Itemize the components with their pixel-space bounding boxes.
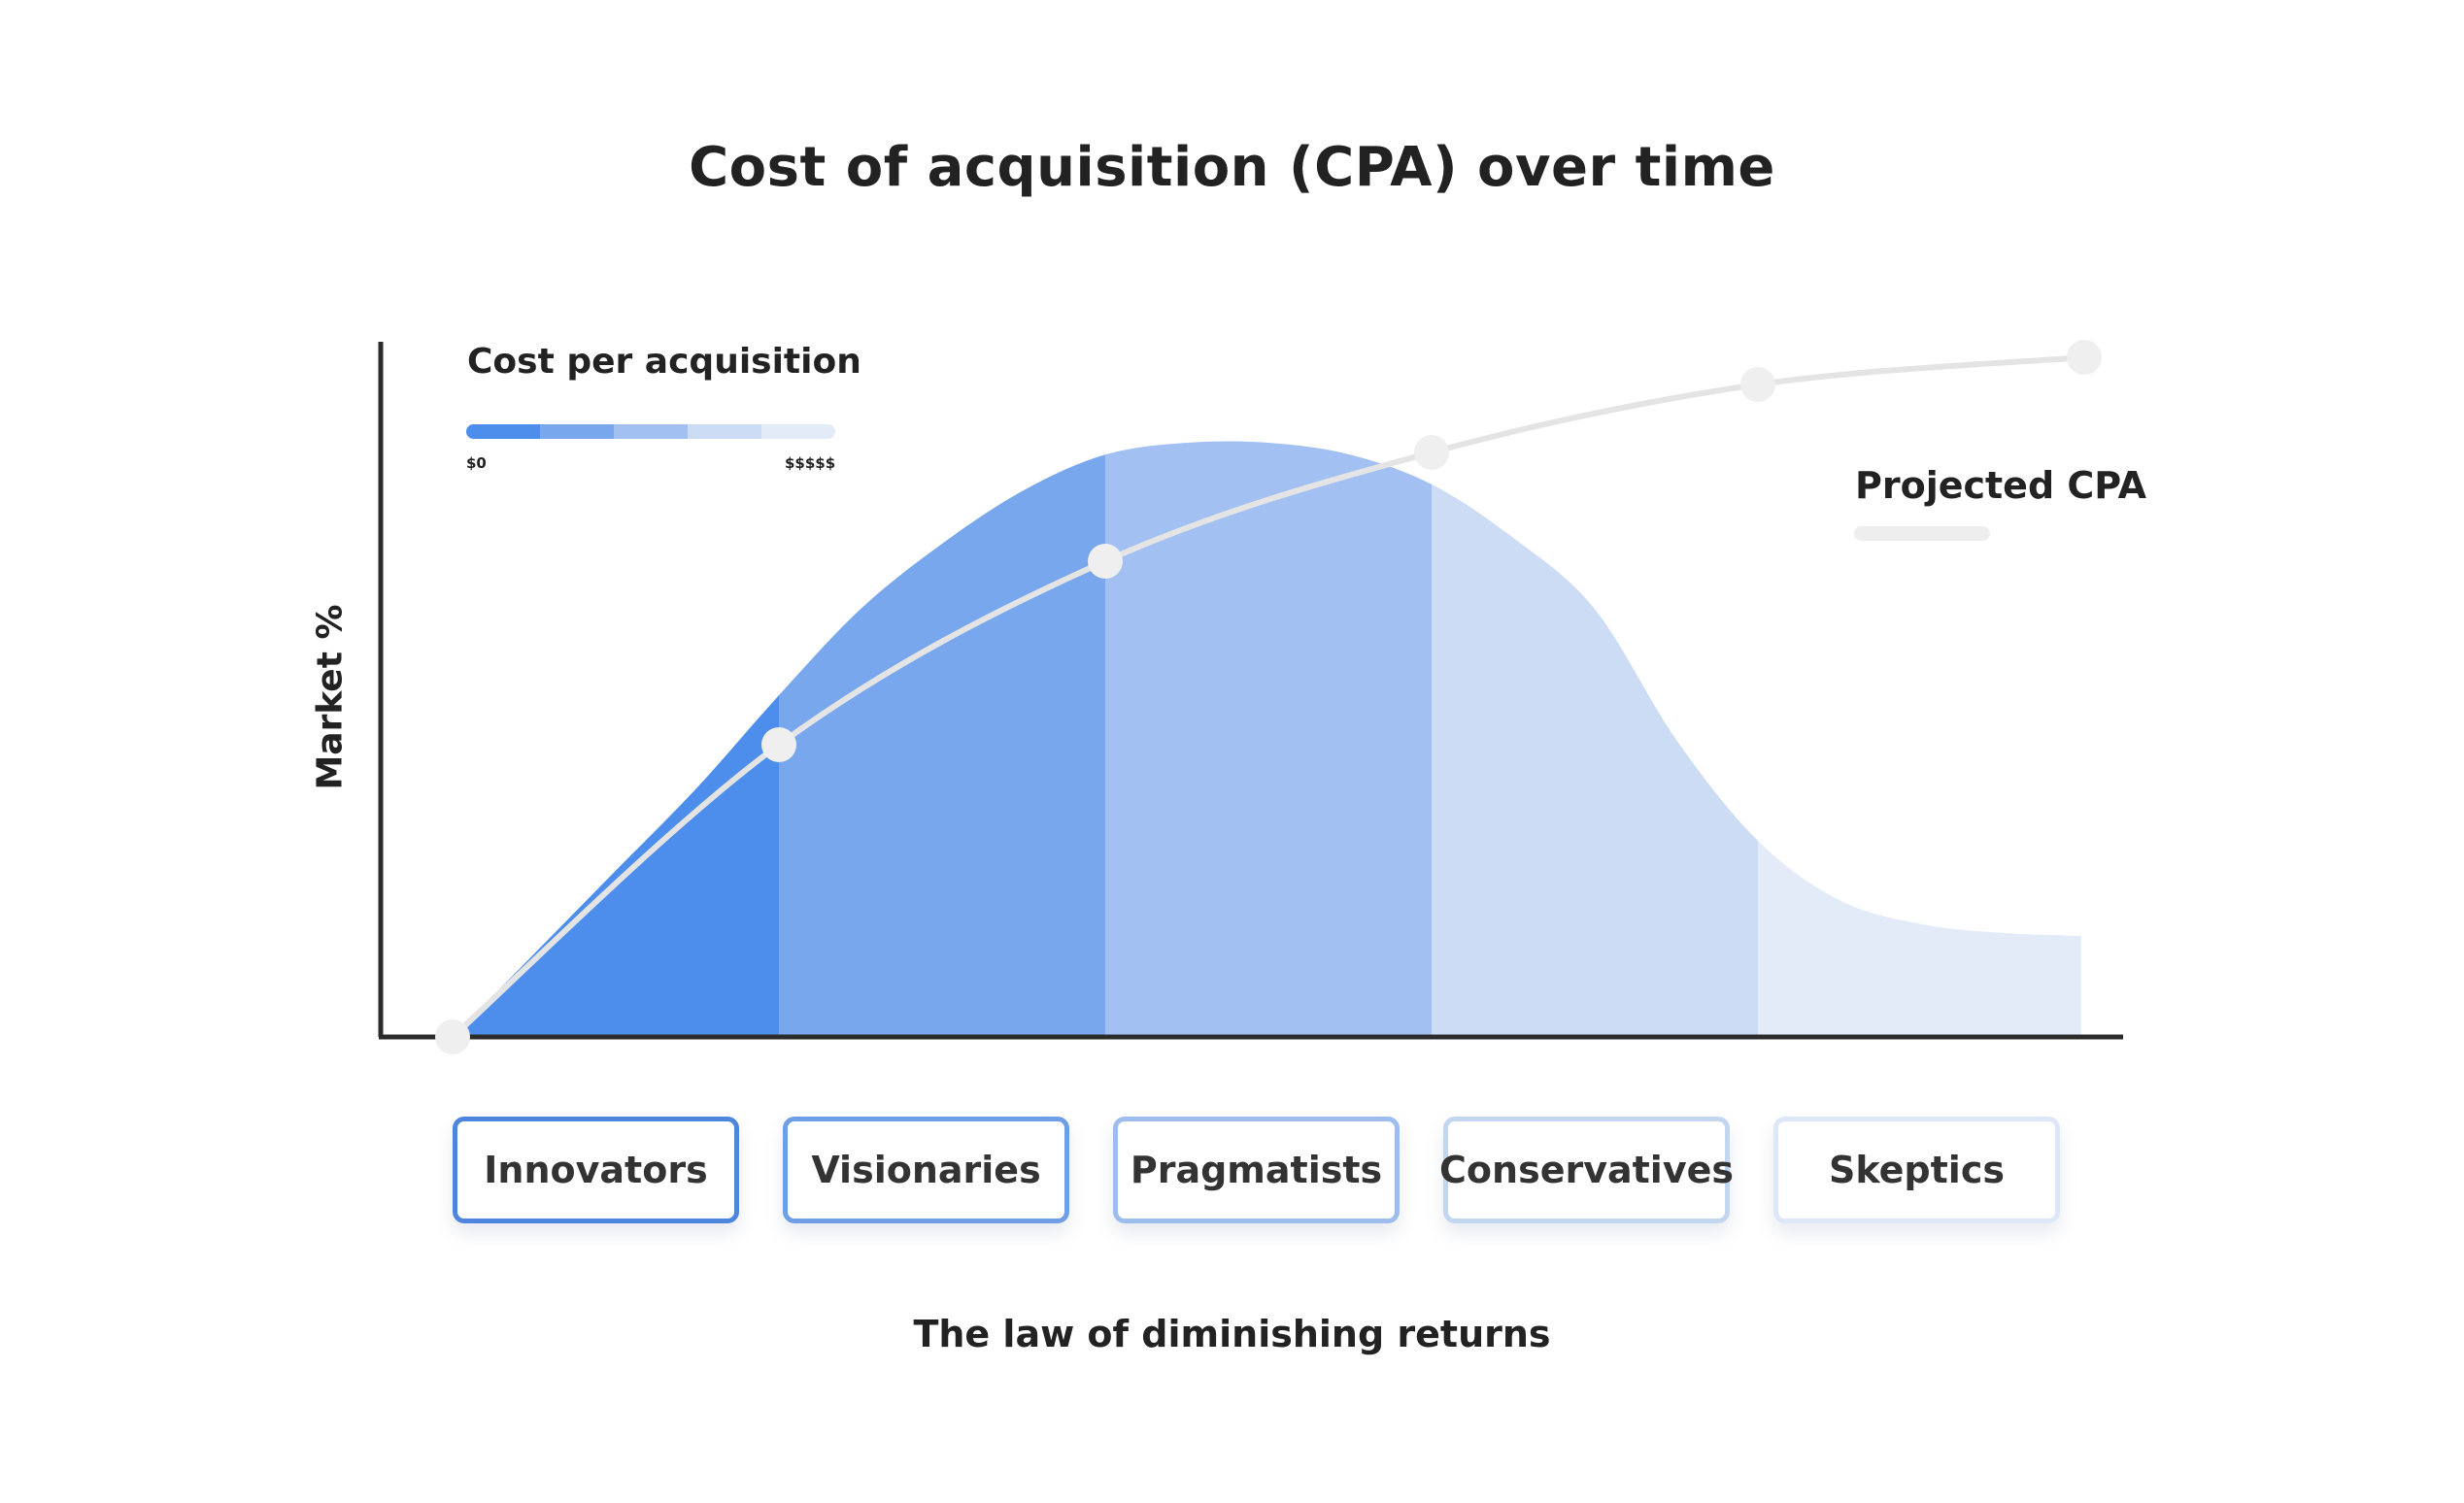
chart-title: Cost of acquisition (CPA) over time [689, 136, 1775, 199]
projected-cpa-point [435, 1019, 470, 1054]
market-area-segment-skeptics [1758, 441, 2081, 1037]
cost-scale-segment [466, 424, 540, 439]
market-area-segment-visionaries [779, 441, 1106, 1037]
cost-scale-bar [466, 424, 835, 439]
projected-cpa-point [1088, 544, 1123, 579]
segment-visionaries: Visionaries [783, 1117, 1069, 1223]
projected-cpa-point [761, 727, 796, 762]
segment-conservatives: Conservatives [1439, 1117, 1734, 1223]
market-area-segment-conservatives [1432, 441, 1759, 1037]
segment-innovators: Innovators [453, 1117, 739, 1223]
segment-pragmatists: Pragmatists [1113, 1117, 1400, 1223]
projected-cpa-line [450, 354, 2087, 1040]
cost-scale-max-label: $$$$$ [785, 454, 836, 472]
projected-cpa-legend-label: Projected CPA [1855, 464, 2147, 507]
cost-scale-segment [614, 424, 688, 439]
segment-skeptics: Skeptics [1773, 1117, 2060, 1223]
projected-cpa-point [1740, 367, 1775, 402]
y-axis-label: Market % [310, 604, 351, 790]
market-area-segment-pragmatists [1105, 441, 1433, 1037]
chart-footer-caption: The law of diminishing returns [913, 1313, 1551, 1355]
cost-scale-segment [688, 424, 761, 439]
projected-cpa-legend-swatch [1854, 526, 1990, 541]
cost-legend-title: Cost per acquisition [467, 342, 861, 382]
market-area-segment-innovators [453, 441, 780, 1037]
cost-scale-segment [761, 424, 835, 439]
cost-scale-min-label: $0 [466, 454, 487, 472]
projected-cpa-point [2067, 340, 2102, 375]
projected-cpa-point [1414, 435, 1449, 470]
cost-scale-segment [540, 424, 614, 439]
